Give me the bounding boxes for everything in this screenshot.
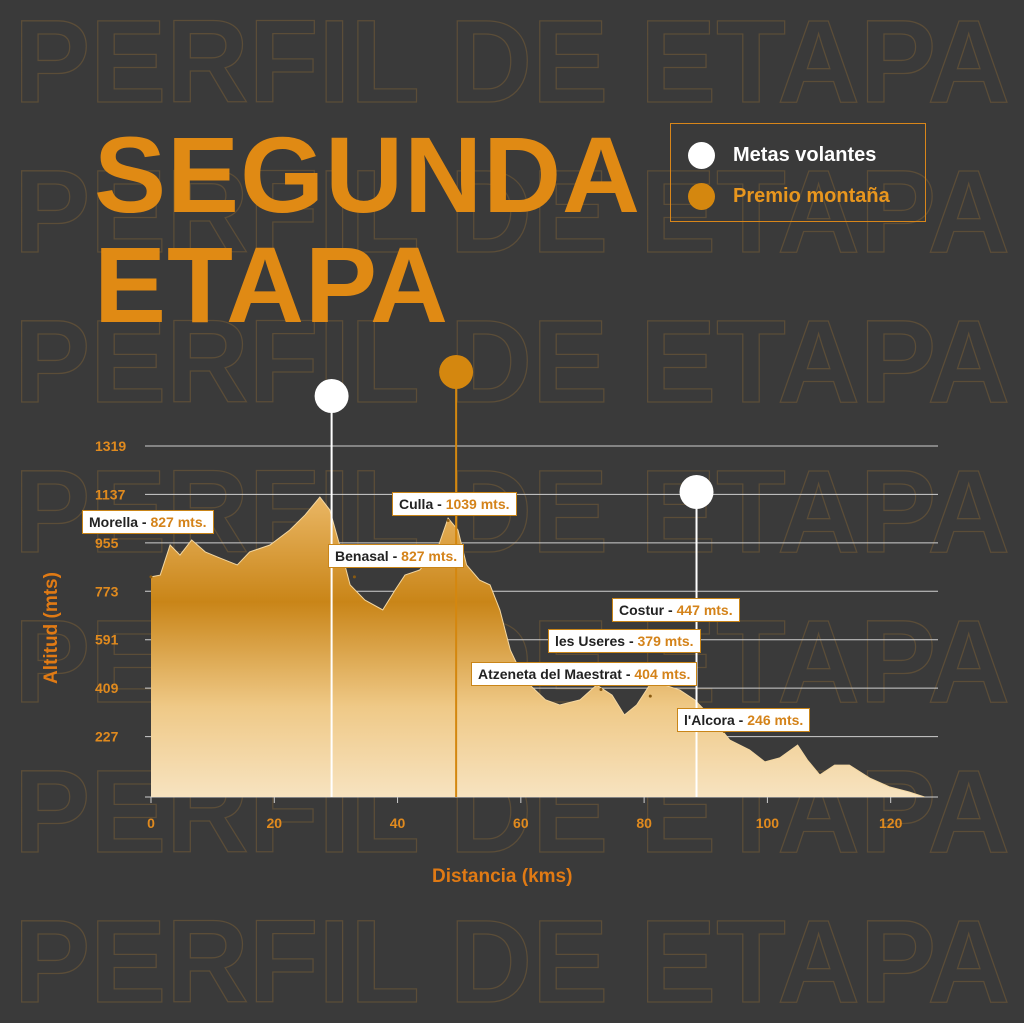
y-tick-label: 773 [95,583,119,599]
x-tick-label: 20 [266,815,282,831]
legend-swatch [688,182,715,210]
annotation-point [149,575,153,579]
annotation-separator: - [433,496,446,512]
annotation-separator: - [664,602,677,618]
watermark: PERFIL DE ETAPA [14,296,1010,428]
x-tick-label: 120 [879,815,903,831]
y-tick-label: 409 [95,680,119,696]
annotation-name: Morella [89,514,139,530]
annotation-name: Atzeneta del Maestrat [478,666,622,682]
annotation-value: 447 mts. [676,602,733,618]
profile-line [150,496,925,798]
legend-label: Metas volantes [733,143,877,166]
x-tick-label: 0 [147,815,155,831]
annotation-separator: - [388,548,402,564]
y-tick-label: 955 [95,535,119,551]
marker-dot [679,475,714,509]
legend-item: Premio montaña [688,181,890,211]
x-tick-label: 100 [756,815,780,831]
annotation: Culla - 1039 mts. [392,492,517,516]
annotation-value: 1039 mts. [445,496,510,512]
legend-item: Metas volantes [688,140,876,170]
annotation-value: 827 mts. [401,548,458,564]
y-tick-label: 591 [95,632,119,648]
marker-dot [314,379,349,413]
watermark: PERFIL DE ETAPA [14,146,1010,278]
x-axis-label: Distancia (kms) [432,866,573,887]
annotation: Costur - 447 mts. [612,598,740,622]
y-tick-label: 1137 [95,486,126,502]
annotation-separator: - [621,666,635,682]
annotation-value: 379 mts. [637,633,694,649]
x-tick-label: 40 [390,815,406,831]
annotation-point [599,687,603,691]
annotation-separator: - [138,514,151,530]
annotation-name: Culla [399,496,434,512]
annotation-name: l'Alcora [684,712,735,728]
annotation: les Useres - 379 mts. [548,629,701,653]
annotation-name: les Useres [555,633,626,649]
profile-area [151,497,925,797]
annotation-separator: - [734,712,748,728]
annotation-name: Benasal [335,548,389,564]
annotation: l'Alcora - 246 mts. [677,708,811,732]
annotation-value: 827 mts. [150,514,207,530]
annotation: Morella - 827 mts. [82,510,214,534]
x-tick-label: 80 [636,815,652,831]
annotation-point [446,519,450,523]
annotation-separator: - [625,633,638,649]
x-tick-label: 60 [513,815,529,831]
annotation: Atzeneta del Maestrat - 404 mts. [471,662,698,686]
legend-swatch [688,141,715,169]
chart-title: SEGUNDA ETAPA [94,114,638,345]
legend: Metas volantes Premio montaña [670,123,926,222]
annotation-value: 246 mts. [747,712,804,728]
watermark: PERFIL DE ETAPA [14,0,1010,128]
annotation-value: 404 mts. [634,666,691,682]
y-tick-label: 1319 [95,438,126,454]
annotation-point [352,575,356,579]
annotation-name: Costur [619,602,665,618]
annotation: Benasal - 827 mts. [328,544,465,568]
marker-dot [439,355,474,389]
y-axis-label: Altitud (mts) [41,572,62,684]
watermark: PERFIL DE ETAPA [14,896,1010,1023]
legend-label: Premio montaña [733,184,890,207]
annotation-point [648,694,652,698]
y-tick-label: 227 [95,729,119,745]
